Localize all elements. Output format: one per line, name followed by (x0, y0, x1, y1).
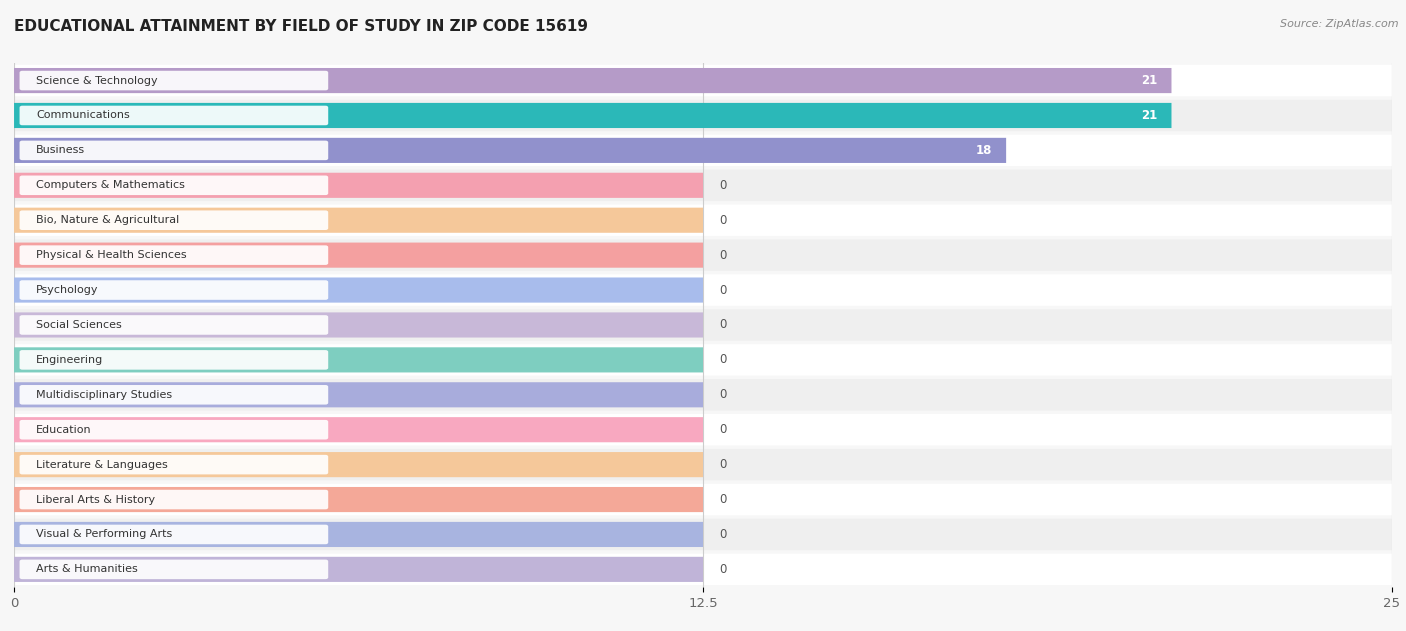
FancyBboxPatch shape (14, 312, 703, 338)
Text: 0: 0 (720, 458, 727, 471)
FancyBboxPatch shape (14, 170, 1392, 201)
FancyBboxPatch shape (20, 385, 328, 404)
Text: 21: 21 (1142, 109, 1157, 122)
FancyBboxPatch shape (14, 519, 1392, 550)
Text: EDUCATIONAL ATTAINMENT BY FIELD OF STUDY IN ZIP CODE 15619: EDUCATIONAL ATTAINMENT BY FIELD OF STUDY… (14, 19, 588, 34)
FancyBboxPatch shape (14, 278, 703, 303)
FancyBboxPatch shape (20, 455, 328, 475)
FancyBboxPatch shape (14, 103, 1171, 128)
FancyBboxPatch shape (14, 204, 1392, 236)
Text: 18: 18 (976, 144, 993, 157)
Text: Computers & Mathematics: Computers & Mathematics (37, 180, 186, 191)
FancyBboxPatch shape (14, 134, 1392, 166)
Text: Liberal Arts & History: Liberal Arts & History (37, 495, 155, 505)
Text: 21: 21 (1142, 74, 1157, 87)
FancyBboxPatch shape (14, 557, 703, 582)
FancyBboxPatch shape (14, 417, 703, 442)
FancyBboxPatch shape (14, 100, 1392, 131)
Text: Business: Business (37, 145, 86, 155)
Text: 0: 0 (720, 319, 727, 331)
FancyBboxPatch shape (20, 490, 328, 509)
FancyBboxPatch shape (20, 316, 328, 334)
Text: Arts & Humanities: Arts & Humanities (37, 564, 138, 574)
Text: Engineering: Engineering (37, 355, 104, 365)
FancyBboxPatch shape (14, 239, 1392, 271)
FancyBboxPatch shape (14, 344, 1392, 375)
FancyBboxPatch shape (20, 420, 328, 439)
Text: 0: 0 (720, 423, 727, 436)
FancyBboxPatch shape (20, 280, 328, 300)
FancyBboxPatch shape (14, 242, 703, 268)
Text: Physical & Health Sciences: Physical & Health Sciences (37, 250, 187, 260)
FancyBboxPatch shape (20, 141, 328, 160)
FancyBboxPatch shape (20, 245, 328, 265)
FancyBboxPatch shape (20, 525, 328, 544)
Text: 0: 0 (720, 283, 727, 297)
FancyBboxPatch shape (14, 553, 1392, 585)
Text: 0: 0 (720, 249, 727, 262)
Text: 0: 0 (720, 528, 727, 541)
Text: Communications: Communications (37, 110, 129, 121)
Text: Source: ZipAtlas.com: Source: ZipAtlas.com (1281, 19, 1399, 29)
FancyBboxPatch shape (14, 414, 1392, 445)
FancyBboxPatch shape (20, 560, 328, 579)
FancyBboxPatch shape (14, 452, 703, 477)
FancyBboxPatch shape (14, 522, 703, 547)
FancyBboxPatch shape (14, 68, 1171, 93)
Text: 0: 0 (720, 214, 727, 227)
FancyBboxPatch shape (20, 71, 328, 90)
Text: Literature & Languages: Literature & Languages (37, 459, 167, 469)
FancyBboxPatch shape (20, 175, 328, 195)
FancyBboxPatch shape (14, 309, 1392, 341)
Text: Visual & Performing Arts: Visual & Performing Arts (37, 529, 173, 540)
FancyBboxPatch shape (14, 138, 1007, 163)
Text: 0: 0 (720, 179, 727, 192)
Text: Multidisciplinary Studies: Multidisciplinary Studies (37, 390, 172, 400)
Text: Social Sciences: Social Sciences (37, 320, 122, 330)
FancyBboxPatch shape (14, 65, 1392, 97)
Text: Psychology: Psychology (37, 285, 98, 295)
Text: 0: 0 (720, 353, 727, 367)
Text: 0: 0 (720, 493, 727, 506)
FancyBboxPatch shape (14, 382, 703, 408)
Text: 0: 0 (720, 388, 727, 401)
FancyBboxPatch shape (20, 350, 328, 370)
Text: Bio, Nature & Agricultural: Bio, Nature & Agricultural (37, 215, 180, 225)
FancyBboxPatch shape (20, 106, 328, 125)
FancyBboxPatch shape (14, 379, 1392, 411)
FancyBboxPatch shape (14, 347, 703, 372)
FancyBboxPatch shape (14, 274, 1392, 306)
FancyBboxPatch shape (14, 173, 703, 198)
FancyBboxPatch shape (14, 484, 1392, 516)
FancyBboxPatch shape (20, 211, 328, 230)
Text: Education: Education (37, 425, 91, 435)
FancyBboxPatch shape (14, 208, 703, 233)
FancyBboxPatch shape (14, 487, 703, 512)
FancyBboxPatch shape (14, 449, 1392, 480)
Text: Science & Technology: Science & Technology (37, 76, 157, 86)
Text: 0: 0 (720, 563, 727, 576)
